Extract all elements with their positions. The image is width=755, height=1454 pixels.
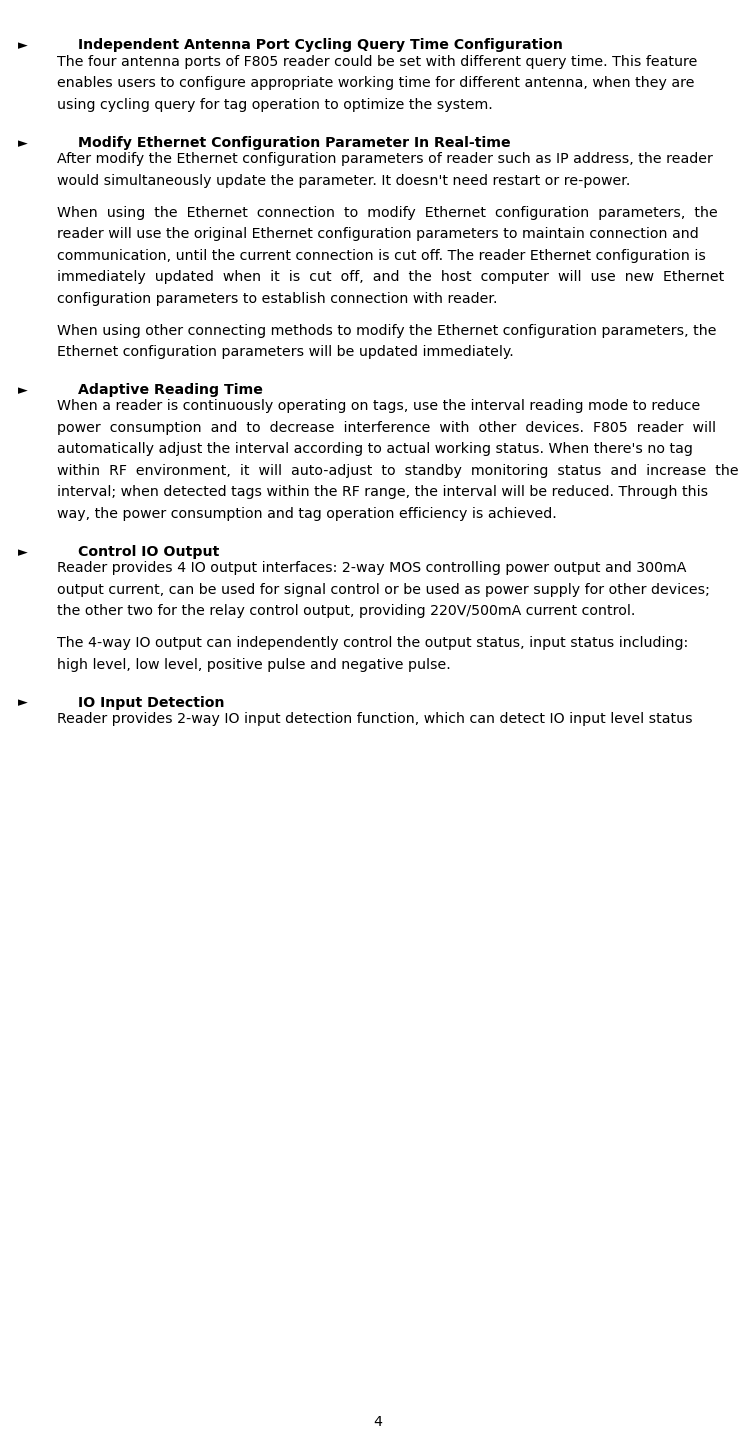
Text: When a reader is continuously operating on tags, use the interval reading mode t: When a reader is continuously operating … <box>57 400 700 413</box>
Text: When using other connecting methods to modify the Ethernet configuration paramet: When using other connecting methods to m… <box>57 324 716 337</box>
Text: After modify the Ethernet configuration parameters of reader such as IP address,: After modify the Ethernet configuration … <box>57 153 713 166</box>
Text: Reader provides 4 IO output interfaces: 2-way MOS controlling power output and 3: Reader provides 4 IO output interfaces: … <box>57 561 686 576</box>
Text: 4: 4 <box>373 1415 382 1429</box>
Text: IO Input Detection: IO Input Detection <box>78 695 224 710</box>
Text: immediately  updated  when  it  is  cut  off,  and  the  host  computer  will  u: immediately updated when it is cut off, … <box>57 270 724 284</box>
Text: ►: ► <box>18 384 28 397</box>
Text: enables users to configure appropriate working time for different antenna, when : enables users to configure appropriate w… <box>57 77 695 90</box>
Text: within  RF  environment,  it  will  auto-adjust  to  standby  monitoring  status: within RF environment, it will auto-adju… <box>57 464 738 478</box>
Text: Reader provides 2-way IO input detection function, which can detect IO input lev: Reader provides 2-way IO input detection… <box>57 712 692 726</box>
Text: Control IO Output: Control IO Output <box>78 545 220 558</box>
Text: The 4-way IO output can independently control the output status, input status in: The 4-way IO output can independently co… <box>57 637 689 650</box>
Text: communication, until the current connection is cut off. The reader Ethernet conf: communication, until the current connect… <box>57 249 706 263</box>
Text: Modify Ethernet Configuration Parameter In Real-time: Modify Ethernet Configuration Parameter … <box>78 135 510 150</box>
Text: way, the power consumption and tag operation efficiency is achieved.: way, the power consumption and tag opera… <box>57 507 556 521</box>
Text: using cycling query for tag operation to optimize the system.: using cycling query for tag operation to… <box>57 97 493 112</box>
Text: interval; when detected tags within the RF range, the interval will be reduced. : interval; when detected tags within the … <box>57 486 708 500</box>
Text: power  consumption  and  to  decrease  interference  with  other  devices.  F805: power consumption and to decrease interf… <box>57 422 716 435</box>
Text: ►: ► <box>18 137 28 150</box>
Text: Adaptive Reading Time: Adaptive Reading Time <box>78 382 263 397</box>
Text: When  using  the  Ethernet  connection  to  modify  Ethernet  configuration  par: When using the Ethernet connection to mo… <box>57 205 718 220</box>
Text: ►: ► <box>18 545 28 558</box>
Text: the other two for the relay control output, providing 220V/500mA current control: the other two for the relay control outp… <box>57 605 636 618</box>
Text: high level, low level, positive pulse and negative pulse.: high level, low level, positive pulse an… <box>57 657 451 672</box>
Text: The four antenna ports of F805 reader could be set with different query time. Th: The four antenna ports of F805 reader co… <box>57 55 698 68</box>
Text: reader will use the original Ethernet configuration parameters to maintain conne: reader will use the original Ethernet co… <box>57 227 698 241</box>
Text: ►: ► <box>18 39 28 52</box>
Text: Ethernet configuration parameters will be updated immediately.: Ethernet configuration parameters will b… <box>57 345 513 359</box>
Text: output current, can be used for signal control or be used as power supply for ot: output current, can be used for signal c… <box>57 583 710 596</box>
Text: configuration parameters to establish connection with reader.: configuration parameters to establish co… <box>57 292 498 305</box>
Text: Independent Antenna Port Cycling Query Time Configuration: Independent Antenna Port Cycling Query T… <box>78 38 563 52</box>
Text: ►: ► <box>18 696 28 710</box>
Text: automatically adjust the interval according to actual working status. When there: automatically adjust the interval accord… <box>57 442 693 457</box>
Text: would simultaneously update the parameter. It doesn't need restart or re-power.: would simultaneously update the paramete… <box>57 174 630 188</box>
